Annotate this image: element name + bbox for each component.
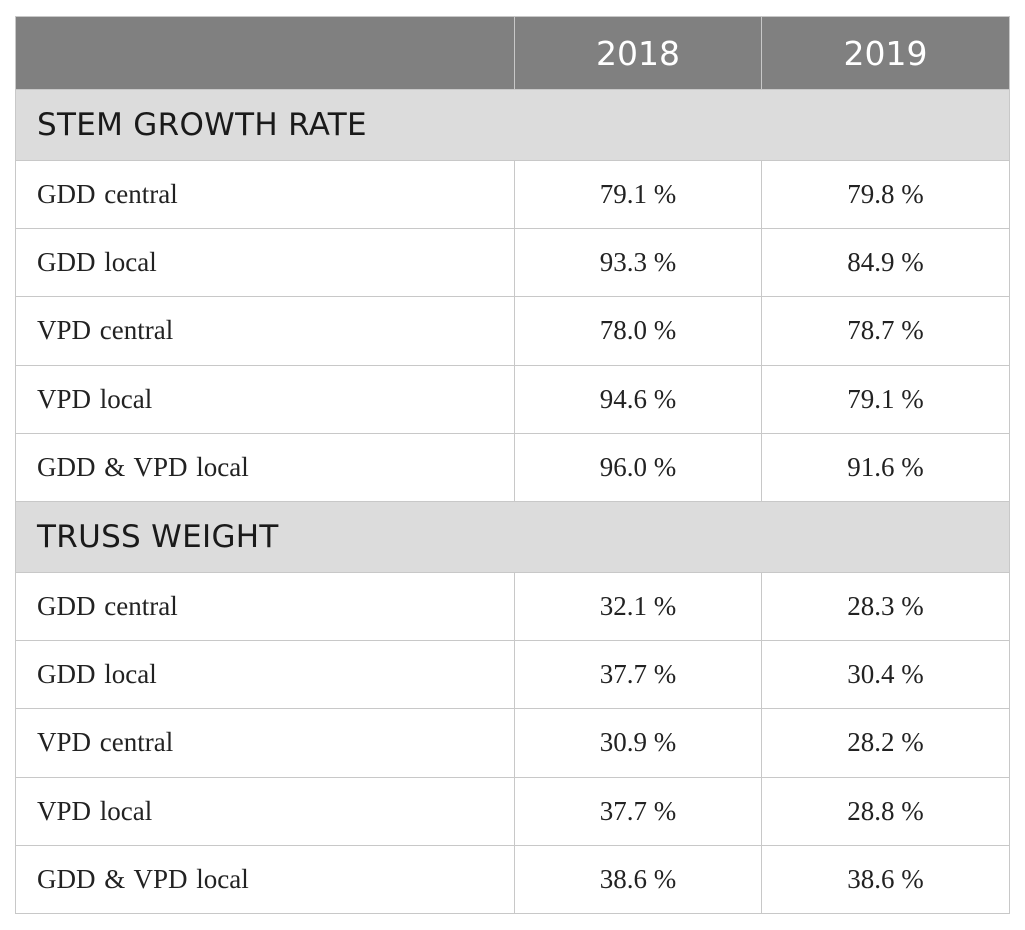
value-2018: 37.7 % bbox=[514, 776, 762, 846]
section-row-stem-growth-rate: STEM GROWTH RATE bbox=[15, 89, 1010, 161]
table-row: VPD central 78.0 % 78.7 % bbox=[15, 296, 1010, 366]
row-label: GDD local bbox=[15, 640, 515, 710]
row-label: GDD central bbox=[15, 159, 515, 230]
value-2019: 38.6 % bbox=[761, 844, 1010, 914]
row-label: GDD local bbox=[15, 228, 515, 298]
header-corner-cell bbox=[15, 16, 515, 90]
results-table: 2018 2019 STEM GROWTH RATE GDD central 7… bbox=[15, 16, 1010, 914]
section-row-truss-weight: TRUSS WEIGHT bbox=[15, 500, 1010, 573]
row-label: VPD central bbox=[15, 708, 515, 778]
table-row: VPD central 30.9 % 28.2 % bbox=[15, 708, 1010, 778]
value-2018: 93.3 % bbox=[514, 228, 762, 298]
value-2019: 30.4 % bbox=[761, 640, 1010, 710]
value-2018: 30.9 % bbox=[514, 708, 762, 778]
value-2019: 28.8 % bbox=[761, 776, 1010, 846]
value-2019: 79.1 % bbox=[761, 364, 1010, 434]
value-2018: 32.1 % bbox=[514, 571, 762, 642]
header-year-2019: 2019 bbox=[761, 16, 1010, 90]
table-row: GDD local 93.3 % 84.9 % bbox=[15, 228, 1010, 298]
row-label: VPD central bbox=[15, 296, 515, 366]
row-label: VPD local bbox=[15, 776, 515, 846]
header-row: 2018 2019 bbox=[15, 16, 1010, 90]
row-label: GDD central bbox=[15, 571, 515, 642]
row-label: VPD local bbox=[15, 364, 515, 434]
value-2018: 94.6 % bbox=[514, 364, 762, 434]
value-2018: 96.0 % bbox=[514, 432, 762, 502]
value-2018: 38.6 % bbox=[514, 844, 762, 914]
value-2019: 91.6 % bbox=[761, 432, 1010, 502]
header-year-2018: 2018 bbox=[514, 16, 762, 90]
value-2019: 79.8 % bbox=[761, 159, 1010, 230]
table-header: 2018 2019 bbox=[15, 16, 1010, 90]
table-row: VPD local 94.6 % 79.1 % bbox=[15, 364, 1010, 434]
row-label: GDD & VPD local bbox=[15, 844, 515, 914]
value-2018: 37.7 % bbox=[514, 640, 762, 710]
table-row: GDD & VPD local 96.0 % 91.6 % bbox=[15, 432, 1010, 502]
table-row: VPD local 37.7 % 28.8 % bbox=[15, 776, 1010, 846]
value-2019: 84.9 % bbox=[761, 228, 1010, 298]
table-body: STEM GROWTH RATE GDD central 79.1 % 79.8… bbox=[15, 89, 1010, 914]
section-title: TRUSS WEIGHT bbox=[15, 500, 1010, 573]
value-2019: 78.7 % bbox=[761, 296, 1010, 366]
table-row: GDD central 32.1 % 28.3 % bbox=[15, 571, 1010, 642]
value-2018: 78.0 % bbox=[514, 296, 762, 366]
value-2018: 79.1 % bbox=[514, 159, 762, 230]
row-label: GDD & VPD local bbox=[15, 432, 515, 502]
table-row: GDD & VPD local 38.6 % 38.6 % bbox=[15, 844, 1010, 914]
table-row: GDD central 79.1 % 79.8 % bbox=[15, 159, 1010, 230]
value-2019: 28.2 % bbox=[761, 708, 1010, 778]
value-2019: 28.3 % bbox=[761, 571, 1010, 642]
table-row: GDD local 37.7 % 30.4 % bbox=[15, 640, 1010, 710]
section-title: STEM GROWTH RATE bbox=[15, 89, 1010, 161]
